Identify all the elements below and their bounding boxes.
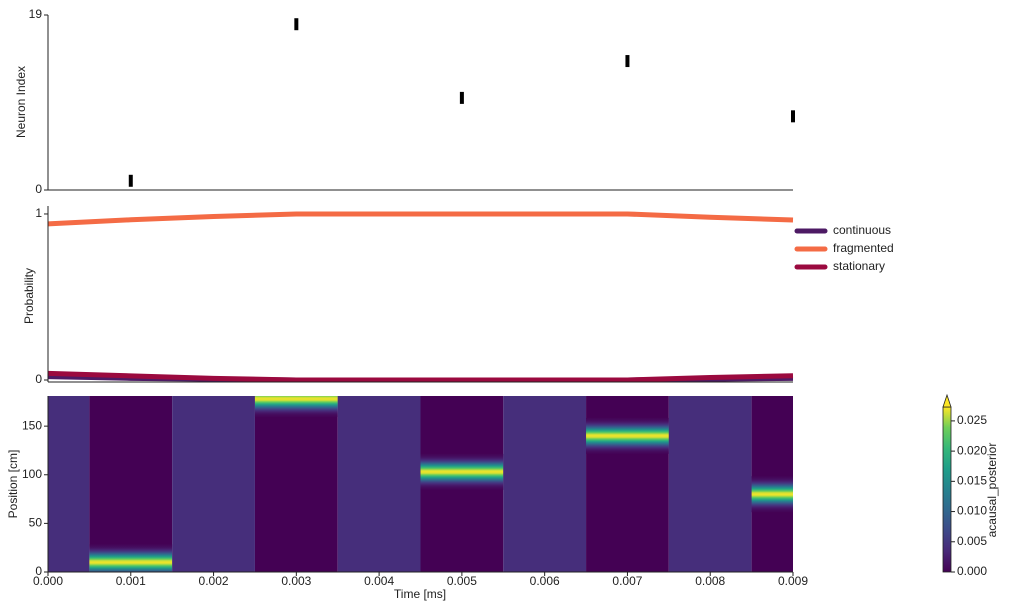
x-tick-label: 0.002: [199, 574, 229, 588]
heatmap-peak: [586, 417, 669, 454]
colorbar-tick-label: 0.005: [957, 534, 987, 548]
heatmap-column: [172, 396, 255, 572]
x-tick-label: 0.008: [695, 574, 725, 588]
y-tick-label: 0: [35, 372, 42, 386]
heatmap-peak: [420, 453, 504, 490]
y-tick-label: 0: [35, 182, 42, 196]
heatmap: [48, 396, 793, 572]
x-tick-label: 0.005: [447, 574, 477, 588]
heatmap-column: [337, 396, 421, 572]
x-tick-label: 0.000: [33, 574, 63, 588]
x-tick-label: 0.004: [364, 574, 394, 588]
y-axis-label: Probability: [22, 268, 36, 324]
heatmap-peak: [254, 396, 338, 417]
heatmap-column: [89, 396, 173, 572]
colorbar-tick-label: 0.015: [957, 474, 987, 488]
heatmap-column: [254, 396, 338, 572]
colorbar: [942, 406, 952, 573]
heatmap-column: [48, 396, 90, 572]
colorbar-tick-label: 0.020: [957, 443, 987, 457]
x-tick-label: 0.007: [612, 574, 642, 588]
heatmap-peak: [89, 544, 173, 572]
x-tick-label: 0.009: [778, 574, 808, 588]
x-tick-label: 0.003: [281, 574, 311, 588]
y-tick-label: 100: [22, 467, 42, 481]
y-tick-label: 50: [29, 516, 43, 530]
y-tick-label: 1: [35, 206, 42, 220]
y-axis-label: Position [cm]: [6, 450, 20, 519]
y-tick-label: 0: [35, 564, 42, 578]
legend-label: continuous: [833, 223, 891, 237]
legend-label: stationary: [833, 259, 885, 273]
legend-label: fragmented: [833, 241, 894, 255]
series-line: [47, 211, 794, 227]
colorbar-label: acausal_posterior: [985, 443, 999, 538]
x-tick-label: 0.001: [116, 574, 146, 588]
y-axis-label: Neuron Index: [14, 66, 28, 138]
y-tick-label: 150: [22, 418, 42, 432]
heatmap-peak: [751, 476, 793, 513]
colorbar-extend: [942, 393, 952, 408]
y-tick-label: 19: [29, 7, 43, 21]
x-tick-label: 0.006: [530, 574, 560, 588]
heatmap-column: [668, 396, 752, 572]
x-axis-label: Time [ms]: [394, 587, 446, 601]
colorbar-tick-label: 0.010: [957, 504, 987, 518]
colorbar-tick-label: 0.000: [957, 564, 987, 578]
heatmap-column: [503, 396, 587, 572]
series-line: [47, 370, 794, 383]
colorbar-tick-label: 0.025: [957, 413, 987, 427]
